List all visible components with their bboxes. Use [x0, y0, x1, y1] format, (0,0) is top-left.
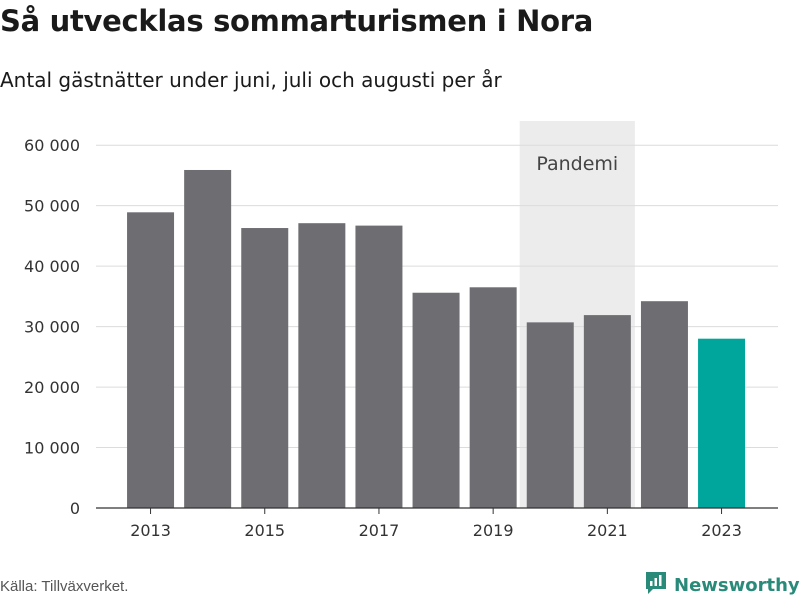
- y-tick-label: 10 000: [24, 439, 80, 458]
- source-note: Källa: Tillväxverket.: [0, 578, 129, 595]
- brand-logo[interactable]: Newsworthy: [644, 570, 800, 600]
- bar-2015: [241, 228, 289, 508]
- x-tick-label: 2021: [587, 521, 628, 540]
- bar-layer: [127, 169, 746, 509]
- bar-chart: Pandemi 0 10 000 20 000 30 000 40 000 50 000 6…: [24, 121, 778, 540]
- pandemic-band-label: Pandemi: [536, 153, 618, 175]
- x-tick-label: 2019: [473, 521, 514, 540]
- bar-2018: [412, 292, 460, 508]
- bar-2017: [355, 225, 403, 508]
- axis-layer: 2013 2015 2017 2019 2021 2023: [96, 507, 778, 540]
- y-tick-label: 20 000: [24, 378, 80, 397]
- y-tick-label: 0: [70, 499, 80, 518]
- bar-2014: [184, 169, 232, 509]
- chart-title: Så utvecklas sommarturismen i Nora: [0, 4, 594, 38]
- bar-2022: [640, 301, 688, 508]
- bar-2023: [698, 338, 746, 508]
- bar-2021: [583, 315, 631, 508]
- x-tick-label: 2013: [130, 521, 171, 540]
- bar-2019: [469, 287, 517, 508]
- x-tick-label: 2017: [359, 521, 400, 540]
- x-tick-label: 2015: [244, 521, 285, 540]
- y-tick-label: 30 000: [24, 318, 80, 337]
- y-tick-label: 60 000: [24, 136, 80, 155]
- bar-2013: [127, 212, 175, 509]
- brand-name: Newsworthy: [674, 574, 800, 596]
- newsworthy-logo-icon: [644, 570, 668, 600]
- chart-subtitle: Antal gästnätter under juni, juli och au…: [0, 68, 502, 92]
- x-tick-label: 2023: [701, 521, 742, 540]
- y-tick-label: 40 000: [24, 257, 80, 276]
- bar-2020: [526, 322, 574, 508]
- y-tick-label: 50 000: [24, 197, 80, 216]
- bar-2016: [298, 223, 346, 508]
